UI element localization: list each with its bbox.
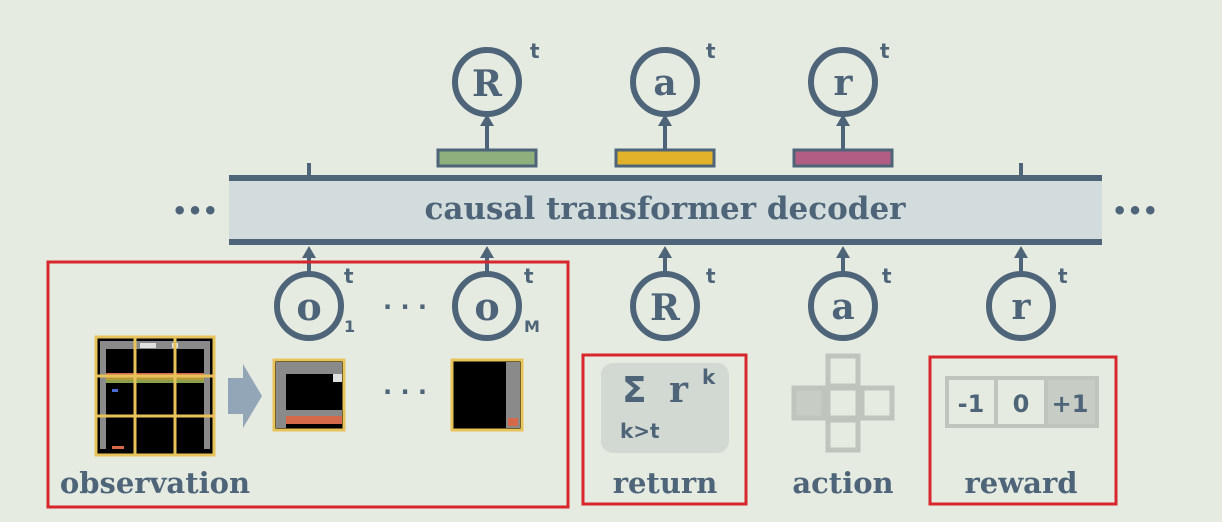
output-node-action	[630, 47, 700, 117]
arrow-up-icon	[480, 246, 494, 258]
decoder-label: causal transformer decoder	[424, 191, 906, 227]
arrow-up-icon	[480, 114, 494, 126]
input-node	[452, 271, 522, 341]
transformer-decoder: causal transformer decoder	[229, 175, 1102, 245]
input-symbol: a	[831, 286, 854, 328]
ellipsis-left: •••	[172, 197, 218, 225]
arrow-up-icon	[658, 246, 672, 258]
output-reward-head: r t	[792, 39, 894, 168]
return-r: r	[669, 369, 689, 411]
return-formula-box	[601, 363, 729, 453]
sum-symbol: Σ	[622, 370, 647, 411]
input-obs-1: o t 1	[274, 246, 355, 341]
input-sup: t	[344, 264, 354, 288]
observation-label: observation	[60, 466, 250, 500]
image-patch-first	[272, 358, 346, 432]
return-sup: k	[702, 365, 716, 389]
action-section: action	[791, 353, 895, 500]
observation-section: · · · observation	[46, 260, 570, 509]
reward-highlight-box	[928, 355, 1118, 506]
input-return: R t	[630, 246, 716, 341]
return-label: return	[613, 466, 718, 500]
arrow-up-icon	[836, 114, 850, 126]
reward-value: 0	[1013, 390, 1030, 418]
image-patch-last	[450, 358, 524, 432]
game-frame-image	[94, 335, 216, 457]
head-bar-reward	[792, 148, 894, 168]
input-dots: · · ·	[383, 293, 427, 321]
observation-highlight-box	[46, 260, 570, 509]
head-bar-action	[614, 148, 716, 168]
input-symbol: o	[474, 284, 499, 329]
return-highlight-box	[581, 353, 748, 506]
output-sup: t	[880, 39, 890, 63]
input-node	[808, 271, 878, 341]
return-section: Σ r k k>t return	[581, 353, 748, 506]
arrow-up-icon	[302, 246, 316, 258]
output-action-head: a t	[614, 39, 716, 168]
input-action: a t	[808, 246, 892, 341]
output-symbol: a	[653, 62, 676, 104]
input-reward: r t	[986, 246, 1068, 341]
reward-value: -1	[958, 390, 985, 418]
ellipsis-right: •••	[1112, 197, 1158, 225]
head-bar-return	[436, 148, 538, 168]
dpad-icon	[791, 353, 895, 453]
input-node	[986, 271, 1056, 341]
output-sup: t	[530, 39, 540, 63]
input-obs-M: o t M	[452, 246, 540, 341]
output-symbol: r	[834, 62, 854, 104]
input-sup: t	[1058, 264, 1068, 288]
input-node	[630, 271, 700, 341]
input-sub: 1	[344, 317, 355, 336]
reward-section: -1 0 +1 reward	[928, 355, 1118, 506]
return-sub: k>t	[620, 419, 660, 443]
output-return-head: R t	[436, 39, 540, 168]
output-symbol: R	[472, 63, 503, 105]
input-symbol: r	[1012, 286, 1032, 328]
input-symbol: R	[650, 287, 681, 329]
arrow-up-icon	[1014, 246, 1028, 258]
output-node-reward	[808, 47, 878, 117]
reward-value: +1	[1052, 390, 1089, 418]
input-sup: t	[524, 264, 534, 288]
input-symbol: o	[296, 284, 321, 329]
arrow-up-icon	[658, 114, 672, 126]
output-sup: t	[706, 39, 716, 63]
input-sup: t	[882, 264, 892, 288]
reward-label: reward	[964, 466, 1077, 500]
arrow-up-icon	[836, 246, 850, 258]
arrow-right-icon	[228, 364, 262, 428]
patch-dots: · · ·	[383, 378, 427, 406]
output-node-return	[452, 47, 522, 117]
input-sup: t	[706, 264, 716, 288]
input-node	[274, 271, 344, 341]
action-label: action	[792, 466, 893, 500]
input-sub: M	[524, 317, 540, 336]
